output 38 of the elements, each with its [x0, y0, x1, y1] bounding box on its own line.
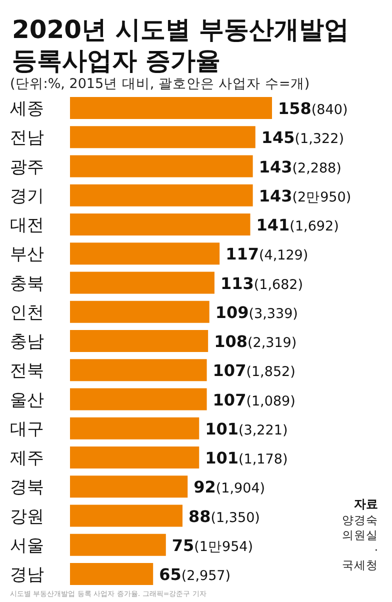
annotation: 자료 — [354, 497, 378, 511]
category: 전북 — [10, 361, 44, 382]
value-label: 101(3,221) — [205, 419, 288, 438]
category: 충남 — [10, 332, 44, 352]
category: 서울 — [10, 536, 44, 556]
category: 제주 — [10, 448, 44, 468]
category: 울산 — [10, 390, 44, 410]
category: 전남 — [10, 128, 44, 148]
category: 대구 — [10, 419, 44, 440]
value-label: 145(1,322) — [261, 128, 344, 148]
category: 대전 — [10, 216, 44, 236]
title: 2020년 시도별 부동산개발업 등록사업자 증가율 — [12, 15, 349, 75]
category: 충북 — [10, 274, 44, 294]
value-label: 158(840) — [278, 99, 348, 118]
category: 세종 — [10, 99, 44, 119]
value-label: 101(1,178) — [205, 448, 288, 468]
value-label: 107(1,852) — [212, 361, 296, 380]
value-label: 65(2,957) — [159, 565, 231, 584]
value-label: 109(3,339) — [215, 302, 298, 322]
category: 경북 — [10, 478, 44, 498]
value-label: 108(2,319) — [214, 332, 297, 351]
category: 부산 — [10, 244, 44, 265]
value-label: 143(2,288) — [258, 157, 342, 176]
value-label: 141(1,692) — [256, 216, 339, 234]
value-label: 92(1,904) — [194, 478, 266, 497]
category: 광주 — [10, 157, 44, 178]
value-label: 88(1,350) — [188, 506, 260, 526]
value-label: 143(2만950) — [258, 186, 352, 206]
value-label: 113(1,682) — [220, 274, 304, 293]
value-label: 117(4,129) — [226, 244, 308, 264]
subtitle: (단위:%, 2015년 대비, 괄호안은 사업자 수=개) — [10, 76, 310, 92]
annotation: 양경숙 의원실 · 국세청 — [342, 513, 378, 572]
category: 경남 — [10, 565, 44, 585]
category: 경기 — [10, 186, 44, 206]
category: 강원 — [10, 506, 44, 527]
value-label: 107(1,089) — [212, 390, 296, 410]
category: 인천 — [10, 302, 44, 323]
value-label: 75(1만954) — [172, 536, 254, 555]
